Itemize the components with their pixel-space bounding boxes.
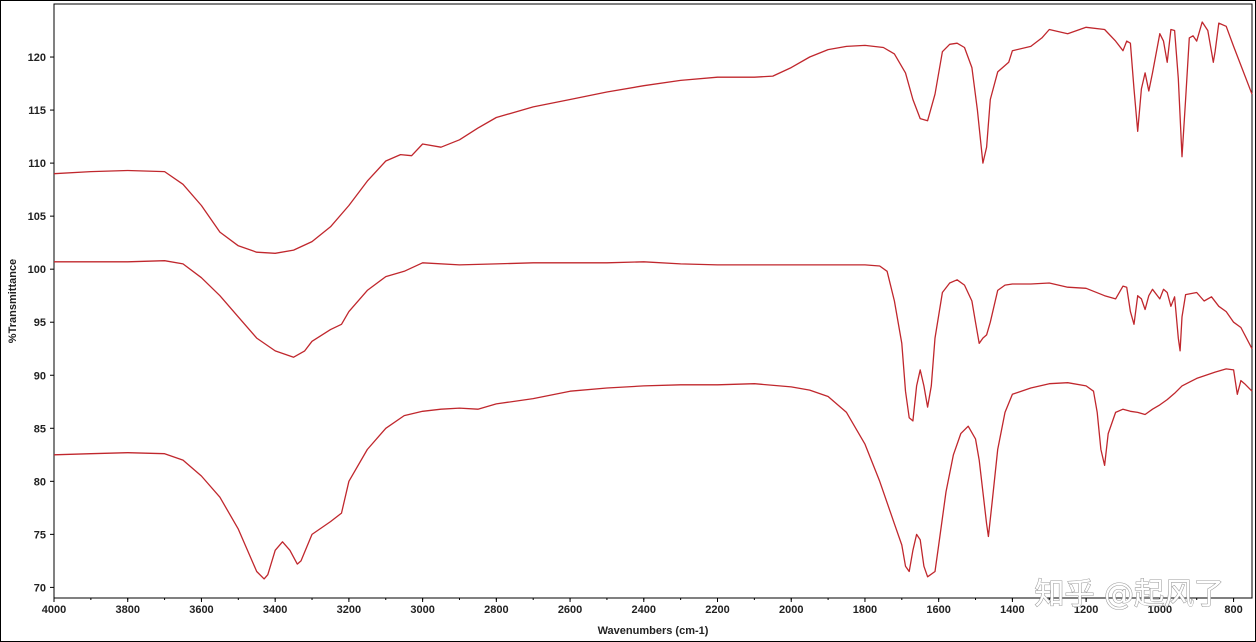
spectrum-line-2 bbox=[54, 260, 1253, 422]
y-tick-label: 110 bbox=[28, 158, 46, 170]
y-axis: 70 75 80 85 90 95 100 105 110 115 120 bbox=[28, 52, 54, 594]
x-tick-label: 3200 bbox=[337, 604, 361, 616]
y-tick-label: 95 bbox=[34, 317, 46, 329]
plot-area bbox=[53, 3, 1253, 599]
y-tick-label: 90 bbox=[34, 370, 46, 382]
x-tick-label: 2800 bbox=[484, 604, 508, 616]
x-tick-label: 3000 bbox=[410, 604, 434, 616]
x-tick-label: 2400 bbox=[632, 604, 656, 616]
x-tick-label: 1000 bbox=[1148, 604, 1172, 616]
y-tick-label: 100 bbox=[28, 264, 46, 276]
y-tick-label: 120 bbox=[28, 52, 46, 64]
x-axis: 4000 3800 3600 3400 3200 3000 2800 2600 2400 2200… bbox=[42, 598, 1243, 616]
x-tick-label: 2600 bbox=[558, 604, 582, 616]
y-axis-title: %Transmittance bbox=[7, 259, 19, 343]
spectrum-line-1 bbox=[53, 21, 1253, 254]
x-tick-label: 1200 bbox=[1074, 604, 1098, 616]
y-tick-label: 80 bbox=[34, 476, 46, 488]
x-tick-label: 1400 bbox=[1000, 604, 1024, 616]
x-tick-label: 1600 bbox=[926, 604, 950, 616]
y-tick-label: 85 bbox=[34, 423, 46, 435]
x-tick-label: 2000 bbox=[779, 604, 803, 616]
x-axis-title: Wavenumbers (cm-1) bbox=[598, 625, 709, 637]
spectrum-line-3 bbox=[53, 368, 1253, 580]
x-tick-label: 3400 bbox=[263, 604, 287, 616]
y-tick-label: 105 bbox=[28, 211, 46, 223]
x-tick-label: 2200 bbox=[705, 604, 729, 616]
x-tick-label: 3600 bbox=[189, 604, 213, 616]
x-tick-label: 4000 bbox=[42, 604, 66, 616]
x-tick-label: 1800 bbox=[853, 604, 877, 616]
x-tick-label: 800 bbox=[1224, 604, 1242, 616]
watermark-text: 知乎 @起风了 bbox=[1034, 577, 1224, 612]
series-layer bbox=[53, 21, 1253, 580]
y-tick-label: 75 bbox=[34, 529, 46, 541]
x-tick-label: 3800 bbox=[115, 604, 139, 616]
y-tick-label: 115 bbox=[28, 105, 46, 117]
y-tick-label: 70 bbox=[34, 582, 46, 594]
